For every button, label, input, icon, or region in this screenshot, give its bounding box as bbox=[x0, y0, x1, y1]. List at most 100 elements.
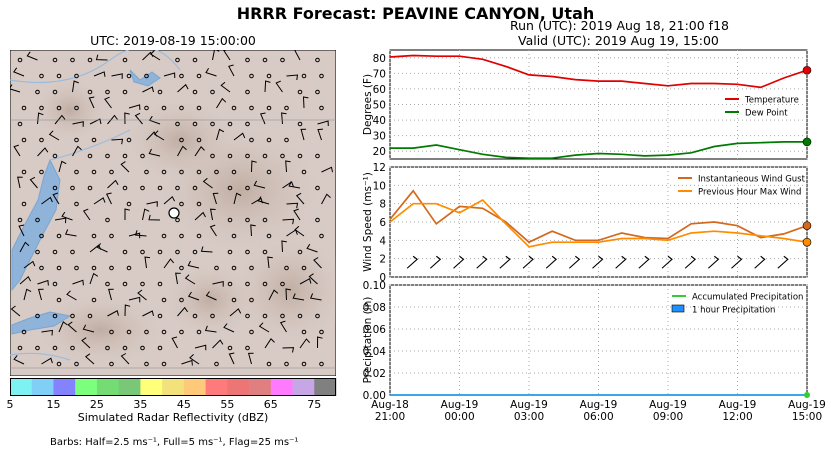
wind-barb bbox=[66, 290, 77, 301]
calm-wind-circle bbox=[214, 361, 219, 367]
colorbar-swatch bbox=[270, 378, 293, 396]
calm-wind-circle bbox=[17, 217, 23, 223]
calm-wind-circle bbox=[35, 313, 40, 319]
y-tick-label: 50 bbox=[373, 100, 386, 112]
wind-barb bbox=[13, 144, 21, 157]
wind-barb bbox=[93, 197, 106, 205]
calm-wind-circle bbox=[175, 57, 180, 63]
valid-label: Valid (UTC): 2019 Aug 19, 15:00 bbox=[518, 33, 719, 48]
calm-wind-circle bbox=[266, 169, 272, 175]
y-tick-label: 70 bbox=[373, 68, 386, 80]
wind-barb bbox=[104, 96, 112, 109]
wind-barb bbox=[429, 255, 442, 269]
calm-wind-circle bbox=[266, 233, 272, 239]
wind-barb bbox=[661, 255, 673, 269]
wind-barb bbox=[253, 180, 266, 189]
x-tick-label: 06:00 bbox=[583, 411, 613, 423]
wind-barb bbox=[107, 179, 119, 189]
wind-barb bbox=[275, 80, 283, 93]
calm-wind-circle bbox=[161, 297, 167, 303]
wind-barb bbox=[292, 293, 305, 301]
wind-barb bbox=[67, 321, 77, 333]
calm-wind-circle bbox=[249, 73, 254, 79]
x-tick-label: 15:00 bbox=[792, 411, 822, 423]
calm-wind-circle bbox=[245, 57, 250, 63]
wind-barb bbox=[205, 68, 217, 77]
calm-wind-circle bbox=[319, 329, 324, 335]
calm-wind-circle bbox=[245, 281, 250, 287]
wind-barb bbox=[142, 86, 154, 93]
calm-wind-circle bbox=[315, 185, 320, 191]
calm-wind-circle bbox=[87, 313, 93, 319]
site-marker bbox=[168, 207, 180, 219]
wind-barb bbox=[317, 120, 329, 127]
calm-wind-circle bbox=[214, 169, 219, 175]
calm-wind-circle bbox=[87, 153, 93, 159]
wind-barb bbox=[107, 114, 118, 125]
wind-barb bbox=[181, 359, 193, 366]
colorbar bbox=[10, 378, 337, 396]
wind-barb bbox=[18, 224, 25, 237]
calm-wind-circle bbox=[144, 73, 149, 79]
wind-barb bbox=[175, 272, 181, 285]
calm-wind-circle bbox=[245, 345, 250, 351]
wind-barb bbox=[146, 201, 158, 207]
calm-wind-circle bbox=[284, 265, 289, 271]
wind-barb bbox=[406, 255, 419, 269]
calm-wind-circle bbox=[144, 105, 149, 111]
wind-barb bbox=[223, 50, 231, 61]
calm-wind-circle bbox=[266, 73, 272, 79]
calm-wind-circle bbox=[249, 265, 254, 271]
page-title: HRRR Forecast: PEAVINE CANYON, Utah bbox=[236, 4, 595, 23]
wind-barb bbox=[82, 324, 95, 333]
calm-wind-circle bbox=[315, 153, 320, 159]
chart-panel: 0.00 0.02 0.04 0.06 0.08 0.10 Precipitation (i… bbox=[362, 280, 826, 423]
wind-barb bbox=[134, 112, 143, 125]
calm-wind-circle bbox=[301, 329, 307, 335]
wind-barb bbox=[285, 288, 291, 301]
calm-wind-circle bbox=[231, 265, 237, 271]
wind-barb bbox=[105, 192, 112, 205]
calm-wind-circle bbox=[192, 185, 198, 191]
calm-wind-circle bbox=[21, 105, 27, 111]
x-tick-label: 03:00 bbox=[514, 411, 544, 423]
calm-wind-circle bbox=[52, 281, 58, 287]
y-axis-label: Wind Speed (ms⁻¹) bbox=[362, 172, 374, 272]
colorbar-tick-label: 55 bbox=[220, 398, 235, 411]
calm-wind-circle bbox=[196, 137, 202, 143]
calm-wind-circle bbox=[39, 265, 44, 271]
calm-wind-circle bbox=[227, 345, 233, 351]
calm-wind-circle bbox=[140, 153, 145, 159]
calm-wind-circle bbox=[262, 249, 268, 255]
wind-barb bbox=[212, 339, 224, 349]
wind-barb bbox=[294, 50, 301, 61]
calm-wind-circle bbox=[17, 345, 23, 351]
calm-wind-circle bbox=[231, 105, 237, 111]
calm-wind-circle bbox=[231, 169, 237, 175]
calm-wind-circle bbox=[196, 329, 202, 335]
wind-barb bbox=[17, 176, 23, 189]
wind-barb bbox=[300, 128, 307, 141]
wind-barb bbox=[10, 84, 21, 93]
calm-wind-circle bbox=[157, 281, 163, 287]
calm-wind-circle bbox=[231, 233, 237, 239]
calm-wind-circle bbox=[175, 249, 180, 255]
calm-wind-circle bbox=[245, 89, 250, 95]
wind-barb bbox=[233, 192, 242, 205]
colorbar-tick-label: 75 bbox=[307, 398, 322, 411]
wind-barb bbox=[89, 118, 102, 125]
colorbar-swatch bbox=[96, 378, 119, 396]
calm-wind-circle bbox=[126, 329, 132, 335]
calm-wind-circle bbox=[70, 313, 75, 319]
wind-barb bbox=[279, 320, 287, 333]
calm-wind-circle bbox=[249, 329, 254, 335]
colorbar-tick-label: 65 bbox=[263, 398, 278, 411]
calm-wind-circle bbox=[301, 361, 307, 367]
y-tick-label: 0.10 bbox=[363, 280, 386, 292]
wind-barb bbox=[37, 147, 49, 157]
colorbar-tick-label: 5 bbox=[6, 398, 14, 411]
calm-wind-circle bbox=[109, 361, 114, 367]
colorbar-swatch bbox=[75, 378, 98, 396]
wind-barb bbox=[95, 54, 108, 61]
wind-barb bbox=[194, 145, 205, 157]
